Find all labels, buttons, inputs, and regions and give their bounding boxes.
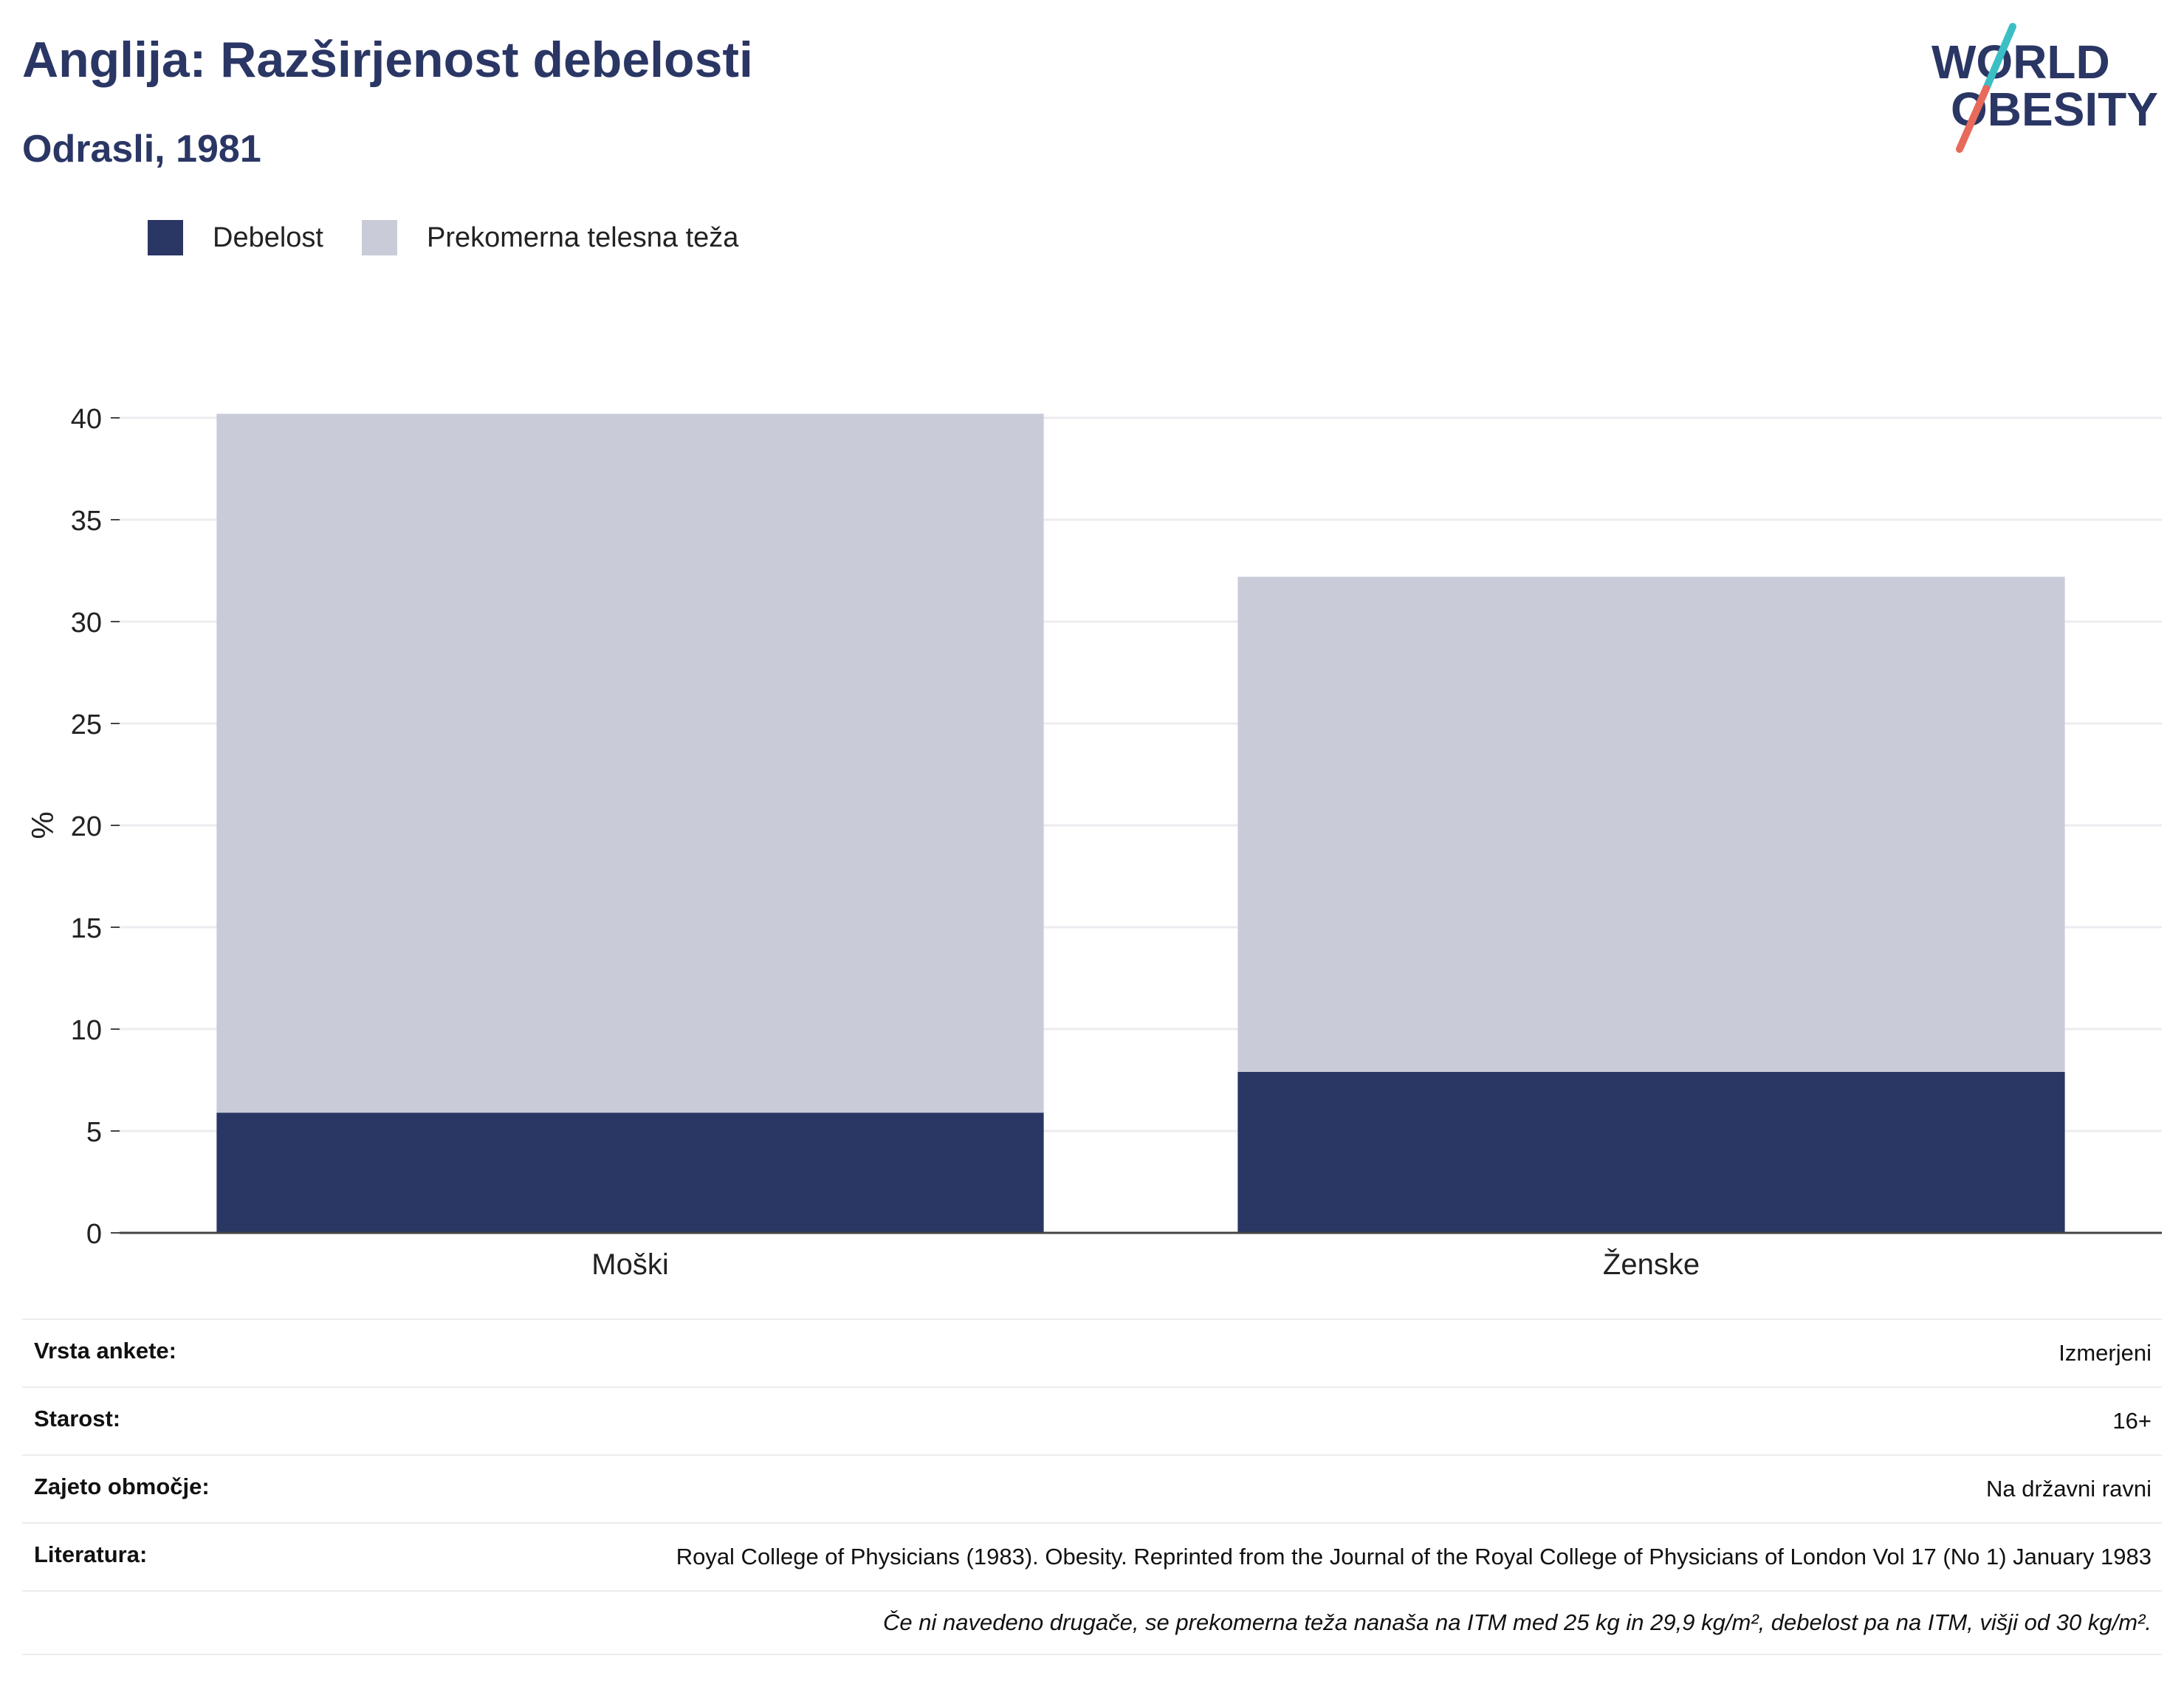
x-tick-label: Moški: [591, 1248, 668, 1281]
logo-slash-top: [1982, 23, 2016, 92]
y-tick-label: 35: [71, 506, 102, 537]
footnote: Če ni navedeno drugače, se prekomerna te…: [22, 1590, 2162, 1655]
logo-line1: WORLD: [1931, 35, 2110, 89]
chart-subtitle: Odrasli, 1981: [22, 128, 261, 171]
y-tick-label: 30: [71, 608, 102, 639]
world-obesity-logo: WORLD OBESITY: [1931, 23, 2158, 153]
x-tick-label: Ženske: [1603, 1248, 1700, 1281]
legend-item-prekomerna[interactable]: Prekomerna telesna teža: [361, 220, 739, 255]
chart-title: Anglija: Razširjenost debelosti: [22, 32, 753, 88]
y-tick-label: 20: [71, 811, 102, 842]
info-value: Na državni ravni: [1986, 1476, 2152, 1502]
info-key: Vrsta ankete:: [34, 1338, 176, 1364]
y-tick-label: 0: [86, 1219, 102, 1250]
info-value: Royal College of Physicians (1983). Obes…: [676, 1544, 2152, 1569]
y-tick-label: 5: [86, 1117, 102, 1148]
bar-chart: 0 5 10 15 20 25 30 35 40% Moški Ženske: [25, 404, 2162, 1281]
y-axis-label: %: [25, 811, 60, 839]
info-key: Literatura:: [34, 1541, 148, 1567]
info-key: Starost:: [34, 1406, 121, 1431]
chart-legend: Debelost Prekomerna telesna teža: [148, 220, 777, 255]
info-row-age: Starost: 16+: [22, 1386, 2162, 1454]
info-row-coverage: Zajeto območje: Na državni ravni: [22, 1454, 2162, 1522]
logo-slash-bottom: [1956, 85, 1990, 153]
bar-segment: [216, 413, 1044, 1113]
bar-segment: [216, 1113, 1044, 1233]
y-tick-label: 40: [71, 404, 102, 435]
legend-swatch-debelost: [148, 220, 183, 255]
bar-segment: [1237, 577, 2065, 1072]
y-tick-label: 25: [71, 709, 102, 740]
info-row-survey: Vrsta ankete: Izmerjeni: [22, 1318, 2162, 1386]
legend-label-debelost: Debelost: [213, 221, 323, 253]
legend-item-debelost[interactable]: Debelost: [148, 220, 323, 255]
bar-segment: [1237, 1071, 2065, 1233]
info-value: 16+: [2112, 1408, 2152, 1434]
info-value: Izmerjeni: [2058, 1340, 2152, 1366]
y-tick-label: 10: [71, 1015, 102, 1046]
legend-swatch-prekomerna: [361, 220, 397, 255]
y-tick-label: 15: [71, 913, 102, 944]
info-table: Vrsta ankete: Izmerjeni Starost: 16+ Zaj…: [22, 1318, 2162, 1655]
info-key: Zajeto območje:: [34, 1474, 210, 1499]
info-row-reference: Literatura: Royal College of Physicians …: [22, 1522, 2162, 1590]
legend-label-prekomerna: Prekomerna telesna teža: [426, 221, 739, 253]
